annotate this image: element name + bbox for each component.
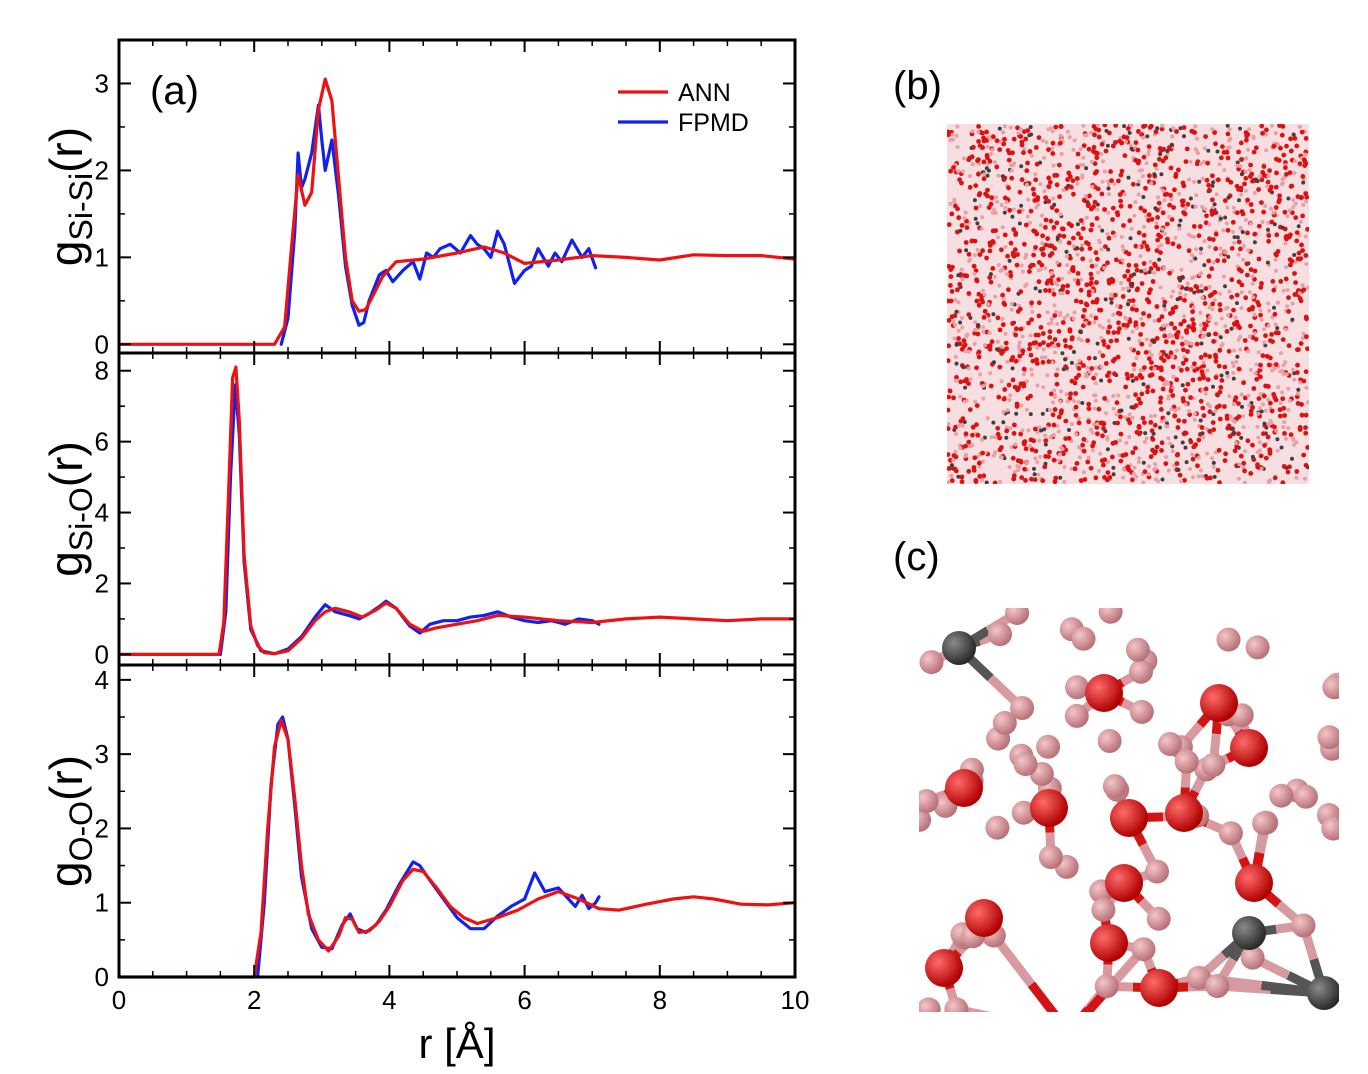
y-tick-label: 3	[95, 68, 109, 98]
x-tick-label: 2	[247, 985, 261, 1015]
y-tick-label: 4	[95, 498, 109, 528]
y-tick-label: 6	[95, 427, 109, 457]
atomistic-closeup-view	[919, 608, 1339, 1012]
rdf-chart-panel-a: 0 1 2 3 gSi-Si(r) 0 2 4 6 8 gSi-O(r) 0 1 2 3 4 gO-O(r) 0 2…	[40, 38, 810, 1067]
y-tick-label: 8	[95, 356, 109, 386]
y-tick-label: 1	[95, 888, 109, 918]
panel-label-c: (c)	[893, 535, 940, 579]
y-tick-label: 2	[95, 568, 109, 598]
y-axis-label: gSi-O(r)	[40, 441, 99, 577]
x-tick-label: 10	[781, 985, 810, 1015]
y-tick-label: 3	[95, 739, 109, 769]
panel-label-b: (b)	[893, 64, 942, 108]
series-line-fpmd	[279, 103, 598, 346]
x-tick-label: 8	[653, 985, 667, 1015]
rdf-plot-si-o: 0 2 4 6 8 gSi-O(r)	[40, 351, 797, 669]
legend-label-ann: ANN	[678, 79, 731, 107]
rdf-plot-o-o: 0 1 2 3 4 gO-O(r) 0 2 4 6 8 10 r [Å]	[40, 663, 810, 1067]
y-tick-label: 2	[95, 813, 109, 843]
x-tick-label: 6	[517, 985, 531, 1015]
series-line-ann	[117, 365, 797, 657]
y-tick-label: 1	[95, 242, 109, 272]
y-tick-label: 2	[95, 155, 109, 185]
closeup-atoms	[919, 608, 1339, 1012]
legend-label-fpmd: FPMD	[678, 109, 749, 137]
panel-label-a: (a)	[150, 69, 199, 113]
x-tick-label: 0	[112, 985, 126, 1015]
y-tick-label: 4	[95, 665, 109, 695]
plot-frame	[117, 663, 797, 979]
y-tick-label: 0	[95, 962, 109, 992]
series-line-ann	[117, 719, 797, 979]
series-line-fpmd	[256, 715, 601, 979]
x-tick-label: 4	[382, 985, 396, 1015]
series-line-fpmd	[218, 383, 601, 657]
y-axis-label: gO-O(r)	[40, 755, 99, 887]
y-axis-label: gSi-Si(r)	[40, 127, 99, 266]
series-line-ann	[117, 77, 797, 346]
x-axis-label: r [Å]	[418, 1020, 495, 1067]
snapshot-atoms	[947, 124, 1309, 484]
atomistic-snapshot-box	[947, 124, 1309, 484]
y-tick-label: 0	[95, 639, 109, 669]
y-tick-label: 0	[95, 329, 109, 359]
